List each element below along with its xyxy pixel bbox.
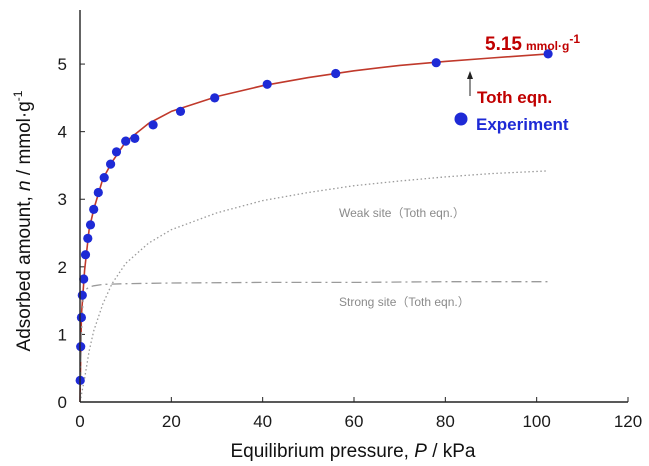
x-axis-title: Equilibrium pressure, P / kPa bbox=[230, 441, 475, 462]
experiment-data-point bbox=[543, 49, 553, 59]
y-axis-title-prefix: Adsorbed amount, bbox=[14, 196, 35, 351]
experiment-data-point bbox=[331, 68, 341, 79]
x-tick-label: 0 bbox=[75, 412, 84, 431]
x-tick-label: 80 bbox=[436, 412, 455, 431]
x-axis-title-prefix: Equilibrium pressure, bbox=[230, 441, 408, 462]
experiment-data-point bbox=[77, 290, 87, 300]
experiment-data-point bbox=[79, 274, 89, 284]
x-tick-label: 120 bbox=[614, 412, 642, 431]
x-tick-label: 100 bbox=[522, 412, 550, 431]
y-tick-label: 4 bbox=[58, 123, 67, 142]
legend-toth-label: Toth eqn. bbox=[477, 88, 552, 107]
x-axis-title-variable: P bbox=[414, 441, 427, 462]
x-axis-title-unit: / kPa bbox=[432, 441, 476, 462]
max-value-unit: mmol·g bbox=[526, 39, 569, 53]
series-layer bbox=[75, 49, 553, 403]
max-value-annotation: 5.15 mmol·g-1 bbox=[485, 32, 580, 55]
y-tick-label: 5 bbox=[58, 55, 67, 74]
experiment-data-point bbox=[175, 106, 186, 116]
experiment-data-point bbox=[80, 250, 91, 260]
y-tick-label: 2 bbox=[58, 258, 67, 277]
experiment-data-point bbox=[130, 133, 140, 143]
strong-site-label: Strong site（Toth eqn.） bbox=[339, 295, 470, 309]
experiment-data-point bbox=[210, 93, 220, 103]
series-weak-site-toth-eqn-line bbox=[79, 170, 549, 403]
toth-pointer-arrowhead bbox=[467, 71, 473, 79]
weak-site-label: Weak site（Toth eqn.） bbox=[339, 206, 465, 220]
x-tick-label: 60 bbox=[345, 412, 364, 431]
y-axis-title-unit-sup: -1 bbox=[11, 90, 25, 101]
max-value-unit-sup: -1 bbox=[569, 32, 580, 46]
series-strong-site-toth-eqn-line bbox=[79, 281, 549, 403]
experiment-data-point bbox=[262, 79, 272, 89]
x-tick-label: 20 bbox=[162, 412, 181, 431]
tick-layer: 0 20 40 60 80 100 120 0 1 2 3 4 5 bbox=[58, 55, 643, 431]
experiment-data-point bbox=[85, 220, 96, 230]
y-axis-title: Adsorbed amount, n / mmol·g-1 bbox=[11, 90, 35, 351]
experiment-data-point bbox=[93, 187, 103, 198]
experiment-data-point bbox=[148, 120, 158, 130]
experiment-data-point bbox=[111, 147, 122, 157]
max-value-number: 5.15 bbox=[485, 34, 522, 55]
experiment-data-point bbox=[83, 233, 93, 243]
legend-experiment-marker bbox=[454, 112, 468, 126]
legend-experiment-label: Experiment bbox=[476, 115, 569, 134]
y-tick-label: 0 bbox=[58, 393, 67, 412]
experiment-data-point bbox=[99, 173, 109, 183]
experiment-data-point bbox=[121, 136, 131, 146]
y-axis-title-variable: n bbox=[14, 180, 35, 191]
experiment-data-point bbox=[89, 204, 99, 214]
y-axis-title-unit: / mmol·g bbox=[14, 101, 35, 175]
experiment-data-point bbox=[431, 58, 441, 68]
y-tick-label: 1 bbox=[58, 325, 67, 344]
experiment-data-point bbox=[106, 159, 116, 169]
x-tick-label: 40 bbox=[253, 412, 272, 431]
experiment-data-point bbox=[76, 312, 86, 323]
y-tick-label: 3 bbox=[58, 190, 67, 209]
